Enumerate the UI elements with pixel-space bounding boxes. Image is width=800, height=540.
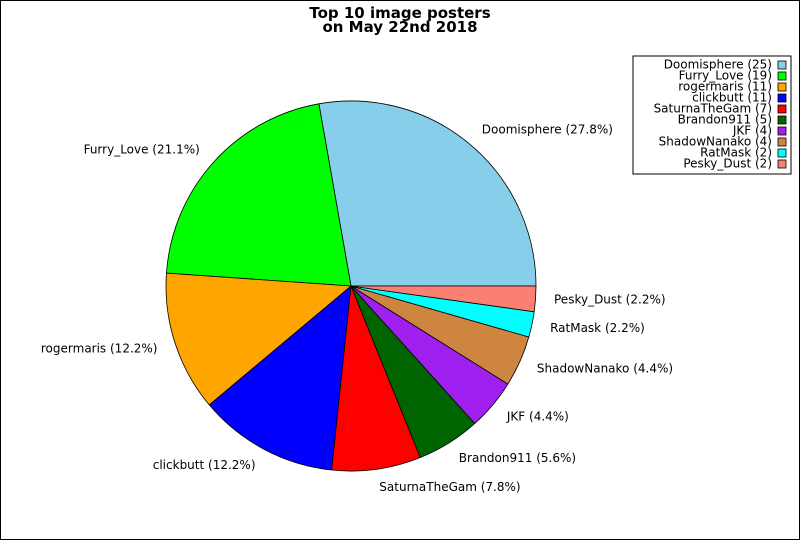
legend-entry-label: Pesky_Dust (2) bbox=[683, 157, 772, 171]
legend-entry-label: clickbutt (11) bbox=[692, 91, 772, 105]
legend-entry-label: Brandon911 (5) bbox=[678, 113, 772, 127]
chart-title-line-1: Top 10 image posters bbox=[309, 4, 490, 22]
pie-slice-furry-love bbox=[166, 103, 352, 287]
pie-slices bbox=[165, 100, 537, 472]
pie-slice-label: Doomisphere (27.8%) bbox=[482, 123, 613, 137]
legend-swatch bbox=[777, 148, 787, 158]
legend-entry-label: SaturnaTheGam (7) bbox=[654, 102, 772, 116]
legend-swatch bbox=[777, 115, 787, 125]
legend-swatch bbox=[777, 159, 787, 169]
legend-box bbox=[632, 55, 792, 175]
legend-swatch bbox=[777, 126, 787, 136]
legend-swatch bbox=[777, 71, 787, 81]
pie-slice-label: Pesky_Dust (2.2%) bbox=[554, 293, 666, 307]
legend-entry-label: Furry_Love (19) bbox=[679, 69, 772, 83]
legend-swatch bbox=[777, 137, 787, 147]
pie-slice-label: JKF (4.4%) bbox=[506, 409, 569, 423]
pie-slice-label: rogermaris (12.2%) bbox=[41, 341, 158, 355]
legend-swatch bbox=[777, 104, 787, 114]
pie-slice-label: Brandon911 (5.6%) bbox=[459, 451, 576, 465]
pie-slice-labels: Doomisphere (27.8%) Furry_Love (21.1%) rog… bbox=[41, 123, 673, 494]
legend-swatch bbox=[777, 60, 787, 70]
legend: Doomisphere (25)Furry_Love (19)rogermari… bbox=[632, 55, 792, 175]
pie-slice-doomisphere bbox=[318, 100, 537, 287]
legend-entry-label: ShadowNanako (4) bbox=[659, 135, 772, 149]
pie-slice-label: ShadowNanako (4.4%) bbox=[537, 361, 673, 375]
legend-entry-label: RatMask (2) bbox=[700, 146, 772, 160]
chart-title-line-2: on May 22nd 2018 bbox=[322, 18, 477, 36]
legend-swatch bbox=[777, 93, 787, 103]
pie-slice-label: RatMask (2.2%) bbox=[550, 321, 645, 335]
legend-entry-label: Doomisphere (25) bbox=[664, 58, 772, 72]
legend-entry-label: rogermaris (11) bbox=[678, 80, 772, 94]
pie-slice-label: clickbutt (12.2%) bbox=[153, 458, 256, 472]
pie-slice-label: Furry_Love (21.1%) bbox=[84, 142, 200, 156]
pie-slice-rogermaris bbox=[165, 272, 353, 406]
legend-swatch bbox=[777, 82, 787, 92]
legend-entry-label: JKF (4) bbox=[732, 124, 772, 138]
pie-slice-pesky-dust bbox=[350, 285, 537, 313]
pie-slice-clickbutt bbox=[208, 285, 352, 471]
pie-slice-label: SaturnaTheGam (7.8%) bbox=[379, 480, 520, 494]
